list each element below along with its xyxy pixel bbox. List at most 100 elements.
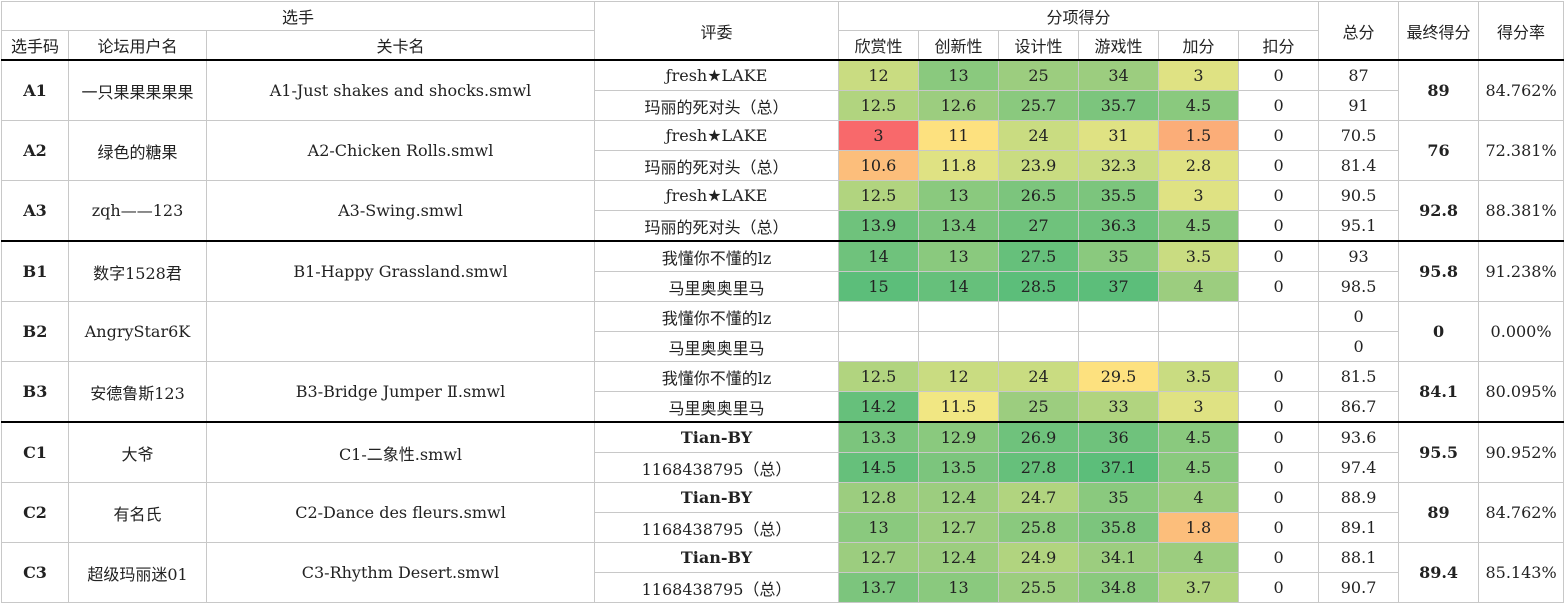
appreciation-score: 12.5	[838, 90, 920, 121]
player-code: C2	[1, 482, 69, 543]
final-score: 95.5	[1398, 421, 1480, 483]
innovation-score: 12.4	[918, 482, 1000, 513]
forum-username: AngryStar6K	[68, 301, 207, 362]
judge-name: 我懂你不懂的lz	[594, 301, 840, 332]
appreciation-score: 10.6	[838, 150, 920, 181]
player-code: B3	[1, 361, 69, 423]
gameplay-score: 34	[1078, 59, 1160, 91]
score-rate: 91.238%	[1478, 240, 1564, 302]
gameplay-score	[1078, 331, 1160, 362]
penalty-score: 0	[1238, 421, 1320, 453]
design-score: 25	[998, 59, 1080, 91]
penalty-score: 0	[1238, 59, 1320, 91]
judge-name: 1168438795（总）	[594, 572, 840, 603]
design-score: 24.9	[998, 542, 1080, 573]
bonus-score: 3.5	[1158, 361, 1240, 392]
appreciation-score: 13.7	[838, 572, 920, 603]
forum-username: 超级玛丽迷01	[68, 542, 207, 603]
level-name: C3-Rhythm Desert.smwl	[205, 542, 596, 603]
player-code: A3	[1, 180, 69, 242]
table-row: C2 有名氏 C2-Dance des fleurs.smwl Tian-BY 12.8…	[1, 482, 1564, 543]
final-score: 0	[1398, 301, 1480, 362]
bonus-score: 4	[1158, 542, 1240, 573]
bonus-score: 1.5	[1158, 120, 1240, 151]
innovation-score: 12.9	[918, 421, 1000, 453]
bonus-score: 4.5	[1158, 210, 1240, 242]
score-rate: 80.095%	[1478, 361, 1564, 423]
header-appreciation: 欣赏性	[838, 30, 920, 61]
total-score: 93.6	[1318, 421, 1400, 453]
total-score: 87	[1318, 59, 1400, 91]
final-score: 89	[1398, 59, 1480, 121]
penalty-score: 0	[1238, 271, 1320, 302]
gameplay-score: 36	[1078, 421, 1160, 453]
appreciation-score: 13.3	[838, 421, 920, 453]
bonus-score: 4.5	[1158, 421, 1240, 453]
innovation-score	[918, 331, 1000, 362]
gameplay-score: 35	[1078, 482, 1160, 513]
gameplay-score: 33	[1078, 391, 1160, 423]
total-score: 86.7	[1318, 391, 1400, 423]
total-score: 93	[1318, 240, 1400, 272]
header-judge: 评委	[594, 1, 840, 61]
table-row: 玛丽的死对头（总） 12.5 12.6 25.7 35.7 4.5 0 91	[2, 90, 1564, 121]
gameplay-score: 37.1	[1078, 452, 1160, 483]
total-score: 90.7	[1318, 572, 1400, 603]
header-gameplay: 游戏性	[1078, 30, 1160, 61]
table-row: 1168438795（总） 13.7 13 25.5 34.8 3.7 0 90.7	[2, 572, 1564, 603]
gameplay-score: 29.5	[1078, 361, 1160, 392]
bonus-score: 4.5	[1158, 452, 1240, 483]
level-name: A1-Just shakes and shocks.smwl	[205, 59, 596, 121]
table-row: 玛丽的死对头（总） 10.6 11.8 23.9 32.3 2.8 0 81.4	[2, 150, 1564, 181]
design-score: 25.5	[998, 572, 1080, 603]
player-code: C1	[1, 421, 69, 483]
total-score: 91	[1318, 90, 1400, 121]
forum-username: zqh——123	[68, 180, 207, 242]
bonus-score: 3	[1158, 180, 1240, 211]
bonus-score: 3.7	[1158, 572, 1240, 603]
appreciation-score: 13.9	[838, 210, 920, 242]
innovation-score: 13	[918, 180, 1000, 211]
design-score	[998, 331, 1080, 362]
appreciation-score: 14.5	[838, 452, 920, 483]
header-design: 设计性	[998, 30, 1080, 61]
penalty-score: 0	[1238, 361, 1320, 392]
table-row: B2 AngryStar6K 我懂你不懂的lz 0 0 0.000%	[1, 301, 1564, 362]
innovation-score: 13	[918, 572, 1000, 603]
judge-name: 玛丽的死对头（总）	[594, 90, 840, 121]
innovation-score: 13.5	[918, 452, 1000, 483]
gameplay-score: 35.5	[1078, 180, 1160, 211]
score-rate: 88.381%	[1478, 180, 1564, 242]
innovation-score: 13	[918, 240, 1000, 272]
final-score: 89.4	[1398, 542, 1480, 603]
innovation-score: 13	[918, 59, 1000, 91]
judge-name: 我懂你不懂的lz	[594, 240, 840, 272]
design-score: 25	[998, 391, 1080, 423]
judge-name: Tian-BY	[594, 542, 840, 573]
level-name: B3-Bridge Jumper Ⅱ.smwl	[205, 361, 596, 423]
design-score: 27	[998, 210, 1080, 242]
header-final: 最终得分	[1398, 1, 1480, 61]
judge-name: 马里奥奥里马	[594, 271, 840, 302]
gameplay-score: 35.8	[1078, 512, 1160, 543]
score-rate: 72.381%	[1478, 120, 1564, 181]
judge-name: 马里奥奥里马	[594, 391, 840, 423]
innovation-score: 12	[918, 361, 1000, 392]
score-rate: 85.143%	[1478, 542, 1564, 603]
penalty-score: 0	[1238, 542, 1320, 573]
final-score: 92.8	[1398, 180, 1480, 242]
table-row: 1168438795（总） 13 12.7 25.8 35.8 1.8 0 89.1	[2, 512, 1564, 543]
gameplay-score: 32.3	[1078, 150, 1160, 181]
total-score: 70.5	[1318, 120, 1400, 151]
appreciation-score: 12.5	[838, 180, 920, 211]
design-score: 24.7	[998, 482, 1080, 513]
level-name: C1-二象性.smwl	[205, 421, 596, 483]
judge-name: ƒresh★LAKE	[594, 59, 840, 91]
penalty-score	[1238, 301, 1320, 332]
appreciation-score: 15	[838, 271, 920, 302]
design-score: 24	[998, 120, 1080, 151]
judge-name: ƒresh★LAKE	[594, 180, 840, 211]
total-score: 98.5	[1318, 271, 1400, 302]
level-name: B1-Happy Grassland.smwl	[205, 240, 596, 302]
